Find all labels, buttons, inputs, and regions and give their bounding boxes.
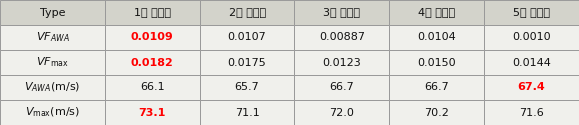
Bar xyxy=(484,100,579,125)
Text: 70.2: 70.2 xyxy=(424,108,449,118)
Text: 0.0175: 0.0175 xyxy=(228,58,266,68)
Text: 0.0104: 0.0104 xyxy=(417,32,456,42)
Text: $\mathit{VF}_{AWA}$: $\mathit{VF}_{AWA}$ xyxy=(35,31,69,44)
Bar xyxy=(484,75,579,100)
Bar xyxy=(295,25,389,50)
Bar xyxy=(389,0,484,25)
Text: 66.1: 66.1 xyxy=(140,82,164,92)
Bar xyxy=(105,0,200,25)
Bar xyxy=(389,75,484,100)
Bar xyxy=(484,50,579,75)
Text: 67.4: 67.4 xyxy=(518,82,545,92)
Text: 5번 케이스: 5번 케이스 xyxy=(513,8,550,18)
Text: 4번 케이스: 4번 케이스 xyxy=(418,8,455,18)
Text: 3번 케이스: 3번 케이스 xyxy=(324,8,360,18)
Bar xyxy=(105,25,200,50)
Text: 1번 케이스: 1번 케이스 xyxy=(134,8,171,18)
Text: 0.00887: 0.00887 xyxy=(319,32,365,42)
Bar xyxy=(0,75,105,100)
Bar xyxy=(389,50,484,75)
Bar xyxy=(295,100,389,125)
Bar xyxy=(484,25,579,50)
Text: 0.0107: 0.0107 xyxy=(228,32,266,42)
Bar xyxy=(484,0,579,25)
Text: $\mathit{VF}_{\mathrm{max}}$: $\mathit{VF}_{\mathrm{max}}$ xyxy=(36,56,69,69)
Bar xyxy=(200,0,295,25)
Text: 71.6: 71.6 xyxy=(519,108,544,118)
Text: 0.0109: 0.0109 xyxy=(131,32,174,42)
Text: 65.7: 65.7 xyxy=(234,82,259,92)
Text: 0.0123: 0.0123 xyxy=(323,58,361,68)
Bar xyxy=(0,100,105,125)
Text: 0.0144: 0.0144 xyxy=(512,58,551,68)
Bar xyxy=(295,0,389,25)
Text: 71.1: 71.1 xyxy=(234,108,259,118)
Text: Type: Type xyxy=(39,8,65,18)
Text: 66.7: 66.7 xyxy=(424,82,449,92)
Bar xyxy=(105,75,200,100)
Bar xyxy=(200,25,295,50)
Bar xyxy=(389,100,484,125)
Bar xyxy=(200,75,295,100)
Bar xyxy=(0,0,105,25)
Text: 66.7: 66.7 xyxy=(329,82,354,92)
Bar xyxy=(389,25,484,50)
Bar xyxy=(295,50,389,75)
Text: 0.0010: 0.0010 xyxy=(512,32,551,42)
Text: 72.0: 72.0 xyxy=(329,108,354,118)
Bar xyxy=(295,75,389,100)
Bar xyxy=(200,100,295,125)
Bar xyxy=(200,50,295,75)
Text: 2번 케이스: 2번 케이스 xyxy=(229,8,266,18)
Bar xyxy=(0,25,105,50)
Bar xyxy=(0,50,105,75)
Text: 73.1: 73.1 xyxy=(138,108,166,118)
Text: $\mathit{V}_{\mathrm{max}}$(m/s): $\mathit{V}_{\mathrm{max}}$(m/s) xyxy=(25,106,80,119)
Text: $\mathit{V}_{AWA}$(m/s): $\mathit{V}_{AWA}$(m/s) xyxy=(24,81,80,94)
Text: 0.0182: 0.0182 xyxy=(131,58,174,68)
Text: 0.0150: 0.0150 xyxy=(417,58,456,68)
Bar xyxy=(105,100,200,125)
Bar xyxy=(105,50,200,75)
